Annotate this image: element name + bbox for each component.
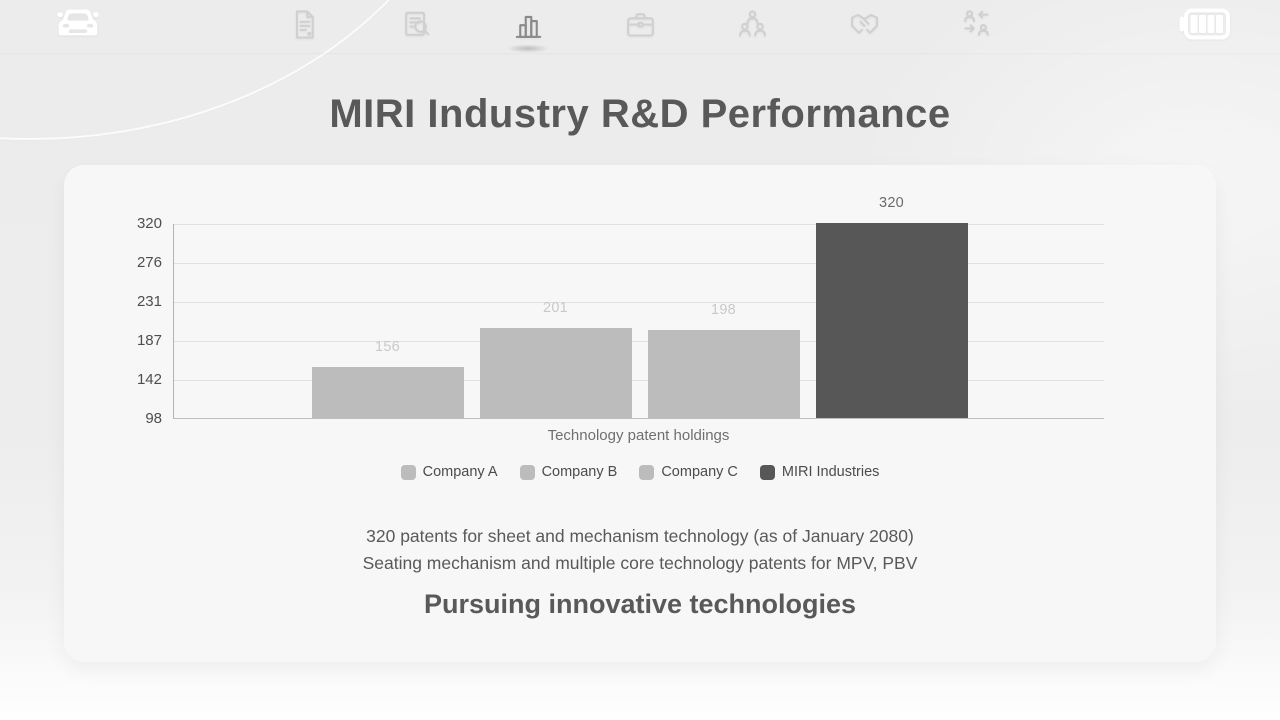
y-axis-tick: 276	[136, 253, 162, 271]
car-icon	[56, 6, 100, 44]
nav-home-car[interactable]	[56, 5, 100, 45]
bar-miri-industries	[815, 223, 968, 418]
bar-chart: 98 142 187 231 276 320 156 201 198 320	[137, 195, 1104, 427]
bar-company-c	[647, 330, 800, 418]
nav-bar-chart[interactable]	[509, 8, 547, 46]
legend-label: Company A	[422, 464, 498, 480]
legend-label: Company B	[541, 464, 618, 480]
y-axis-tick: 98	[145, 410, 162, 427]
people-exchange-icon	[960, 8, 993, 46]
legend-item-company-c: Company C	[639, 464, 738, 480]
chart-card: 98 142 187 231 276 320 156 201 198 320 Technology…	[64, 165, 1216, 662]
legend-swatch	[759, 464, 775, 480]
bar-company-b	[479, 327, 632, 418]
nav-handshake[interactable]	[845, 8, 883, 46]
bar-company-a	[311, 367, 464, 418]
bar-chart-icon	[512, 8, 545, 46]
gridline	[174, 262, 1104, 264]
legend-label: Company C	[661, 464, 738, 480]
legend-item-company-b: Company B	[519, 464, 618, 480]
caption-line-1: 320 patents for sheet and mechanism tech…	[366, 526, 914, 546]
gridline	[174, 302, 1104, 304]
legend-swatch	[400, 464, 416, 480]
top-nav	[0, 0, 1280, 55]
y-axis-tick: 187	[136, 331, 162, 349]
gridline	[174, 224, 1104, 225]
y-axis-tick: 142	[136, 371, 162, 389]
bar-value-company-a: 156	[374, 339, 401, 356]
briefcase-icon	[624, 8, 657, 46]
legend-item-company-a: Company A	[400, 464, 498, 480]
gridline	[174, 340, 1104, 342]
gridline	[174, 380, 1104, 382]
document-icon	[288, 8, 321, 46]
page-title: MIRI Industry R&D Performance	[329, 92, 951, 136]
nav-document[interactable]	[285, 8, 323, 46]
y-axis-tick: 231	[136, 293, 162, 311]
caption-line-2: Seating mechanism and multiple core tech…	[362, 553, 918, 573]
chart-legend: Company A Company B Company C MIRI Industri…	[64, 464, 1216, 480]
bar-value-company-b: 201	[542, 299, 569, 316]
nav-people-exchange[interactable]	[957, 8, 995, 46]
nav-battery[interactable]	[1176, 6, 1232, 46]
legend-item-miri-industries: MIRI Industries	[759, 464, 880, 480]
nav-briefcase[interactable]	[621, 8, 659, 46]
nav-document-search[interactable]	[397, 8, 435, 46]
y-axis-tick: 320	[136, 215, 162, 232]
x-axis-label: Technology patent holdings	[547, 427, 730, 444]
legend-label: MIRI Industries	[781, 464, 880, 480]
document-search-icon	[400, 8, 433, 46]
bar-value-company-c: 198	[710, 302, 737, 319]
team-icon	[736, 8, 769, 46]
legend-swatch	[519, 464, 535, 480]
battery-icon	[1177, 6, 1231, 47]
legend-swatch	[639, 464, 655, 480]
nav-team[interactable]	[733, 8, 771, 46]
bar-value-miri-industries: 320	[878, 195, 905, 211]
handshake-icon	[848, 8, 881, 46]
tagline: Pursuing innovative technologies	[423, 589, 857, 619]
